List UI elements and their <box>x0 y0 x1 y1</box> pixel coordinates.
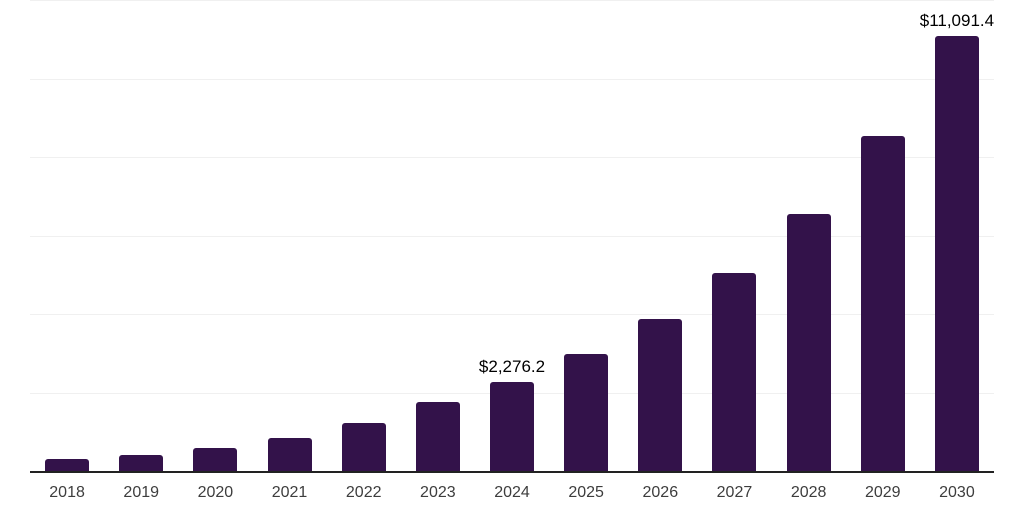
x-tick-2027: 2027 <box>716 484 753 501</box>
bar-2020 <box>193 448 238 471</box>
bar-2018 <box>45 459 90 471</box>
x-tick-2019: 2019 <box>123 484 160 501</box>
bar-2022 <box>341 423 386 471</box>
x-tick-2028: 2028 <box>790 484 827 501</box>
bar-2024 <box>490 381 534 471</box>
gridline-12000 <box>30 0 994 1</box>
gridline-10000 <box>30 78 994 80</box>
bar-2027 <box>712 272 757 471</box>
bar-2026 <box>638 318 683 471</box>
x-tick-2029: 2029 <box>864 484 901 501</box>
data-label-2024: $2,276.2 <box>478 356 546 376</box>
x-tick-2021: 2021 <box>271 484 308 501</box>
x-tick-2026: 2026 <box>642 484 679 501</box>
gridline-4000 <box>30 314 994 315</box>
bar-2021 <box>267 437 312 471</box>
gridline-8000 <box>30 157 994 158</box>
bar-2023 <box>415 401 460 471</box>
x-axis-line <box>30 471 994 473</box>
bar-2029 <box>860 136 905 471</box>
bar-2028 <box>786 213 831 471</box>
x-tick-2022: 2022 <box>345 484 382 501</box>
x-tick-2030: 2030 <box>939 484 975 501</box>
data-label-2030: $11,091.4 <box>919 10 995 30</box>
bar-2025 <box>564 354 609 471</box>
plot-area: $2,276.2 $11,091.4 <box>30 0 995 473</box>
bar-2030 <box>934 35 979 471</box>
x-tick-2024: 2024 <box>494 484 530 501</box>
bar-2019 <box>119 454 164 471</box>
x-tick-2018: 2018 <box>49 484 85 501</box>
gridline-6000 <box>30 235 994 237</box>
x-axis-tick-labels: 2018 2019 2020 2021 2022 2023 2024 2025 2026 2027… <box>30 482 994 504</box>
x-tick-2023: 2023 <box>420 484 456 501</box>
x-tick-2020: 2020 <box>197 484 234 501</box>
x-tick-2025: 2025 <box>568 484 604 501</box>
